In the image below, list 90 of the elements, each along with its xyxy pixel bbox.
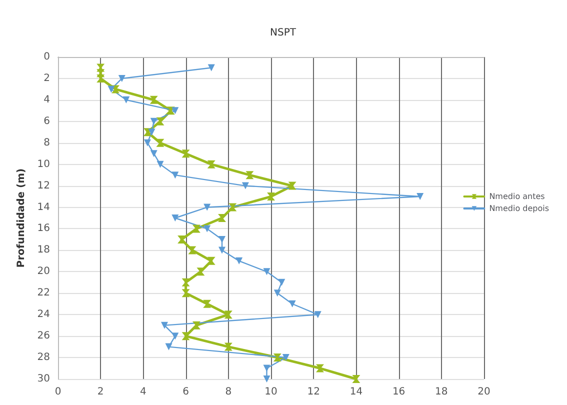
y-tick-label: 4 xyxy=(44,94,50,106)
point xyxy=(161,322,168,329)
point xyxy=(236,257,243,264)
y-tick-label: 24 xyxy=(37,309,50,320)
x-tick-label: 16 xyxy=(392,386,406,398)
point xyxy=(144,139,151,146)
x-tick-label: 2 xyxy=(97,386,104,398)
point xyxy=(208,64,215,72)
legend-label: Nmedio antes xyxy=(489,192,545,201)
point xyxy=(196,268,205,276)
x-tick-label: 18 xyxy=(435,386,448,398)
y-tick-label: 26 xyxy=(37,330,50,342)
point xyxy=(172,332,179,340)
y-tick-label: 16 xyxy=(37,223,50,234)
point xyxy=(172,172,179,179)
point xyxy=(143,128,152,136)
point xyxy=(156,160,164,168)
y-tick-label: 8 xyxy=(44,137,50,148)
point xyxy=(246,171,254,180)
point xyxy=(242,182,249,190)
y-tick-label: 2 xyxy=(44,72,50,84)
y-tick-label: 0 xyxy=(44,52,50,62)
point xyxy=(207,160,216,168)
point xyxy=(218,246,226,254)
point xyxy=(263,268,270,276)
point xyxy=(118,74,126,82)
x-tick-label: 12 xyxy=(307,386,320,398)
point xyxy=(192,321,200,330)
y-tick-label: 28 xyxy=(37,352,50,364)
point xyxy=(352,375,360,383)
point xyxy=(282,354,290,362)
y-tick-label: 22 xyxy=(37,288,50,299)
y-axis-title: Profundidade (m) xyxy=(16,168,27,268)
x-tick-label: 6 xyxy=(182,386,189,398)
point xyxy=(218,214,226,222)
x-tick-label: 4 xyxy=(140,386,146,398)
point xyxy=(267,192,275,201)
point xyxy=(274,290,281,297)
point xyxy=(263,364,270,372)
point xyxy=(182,278,190,286)
point xyxy=(273,354,282,362)
point xyxy=(224,342,232,351)
point xyxy=(203,300,212,308)
point xyxy=(207,256,216,265)
point xyxy=(182,289,190,298)
point xyxy=(148,128,156,136)
y-tick-label: 30 xyxy=(37,374,50,384)
point xyxy=(178,235,186,244)
point xyxy=(172,107,179,114)
point xyxy=(156,138,164,147)
point xyxy=(278,278,286,286)
point xyxy=(288,300,296,308)
x-tick-label: 14 xyxy=(350,386,363,398)
point xyxy=(156,117,164,126)
point xyxy=(218,236,226,243)
legend-label: Nmedio depois xyxy=(489,204,550,213)
point xyxy=(182,332,190,340)
point xyxy=(228,203,237,212)
x-tick-label: 20 xyxy=(478,386,490,398)
y-tick-label: 12 xyxy=(37,180,50,192)
point xyxy=(165,343,172,350)
point xyxy=(172,214,179,222)
y-tick-label: 18 xyxy=(37,244,50,256)
y-tick-label: 10 xyxy=(37,158,50,170)
x-tick-label: 8 xyxy=(225,386,232,398)
point xyxy=(288,182,296,190)
point xyxy=(263,376,270,382)
point xyxy=(416,193,424,200)
point xyxy=(122,96,130,104)
x-tick-label: 10 xyxy=(264,386,278,398)
point xyxy=(224,310,232,319)
y-tick-label: 20 xyxy=(37,266,50,278)
point xyxy=(112,85,120,94)
point xyxy=(314,311,322,318)
point xyxy=(182,150,190,158)
point xyxy=(316,364,324,372)
y-tick-label: 14 xyxy=(37,202,50,213)
point xyxy=(150,150,158,158)
point xyxy=(204,225,211,232)
point xyxy=(204,204,211,211)
y-tick-label: 6 xyxy=(44,116,50,127)
point xyxy=(96,74,105,82)
x-tick-label: 0 xyxy=(54,386,62,398)
point xyxy=(188,246,196,254)
point xyxy=(150,96,158,104)
point xyxy=(166,106,175,115)
point xyxy=(192,224,200,233)
point xyxy=(108,86,115,93)
chart-title: NSPT xyxy=(270,28,297,38)
point xyxy=(150,118,158,125)
